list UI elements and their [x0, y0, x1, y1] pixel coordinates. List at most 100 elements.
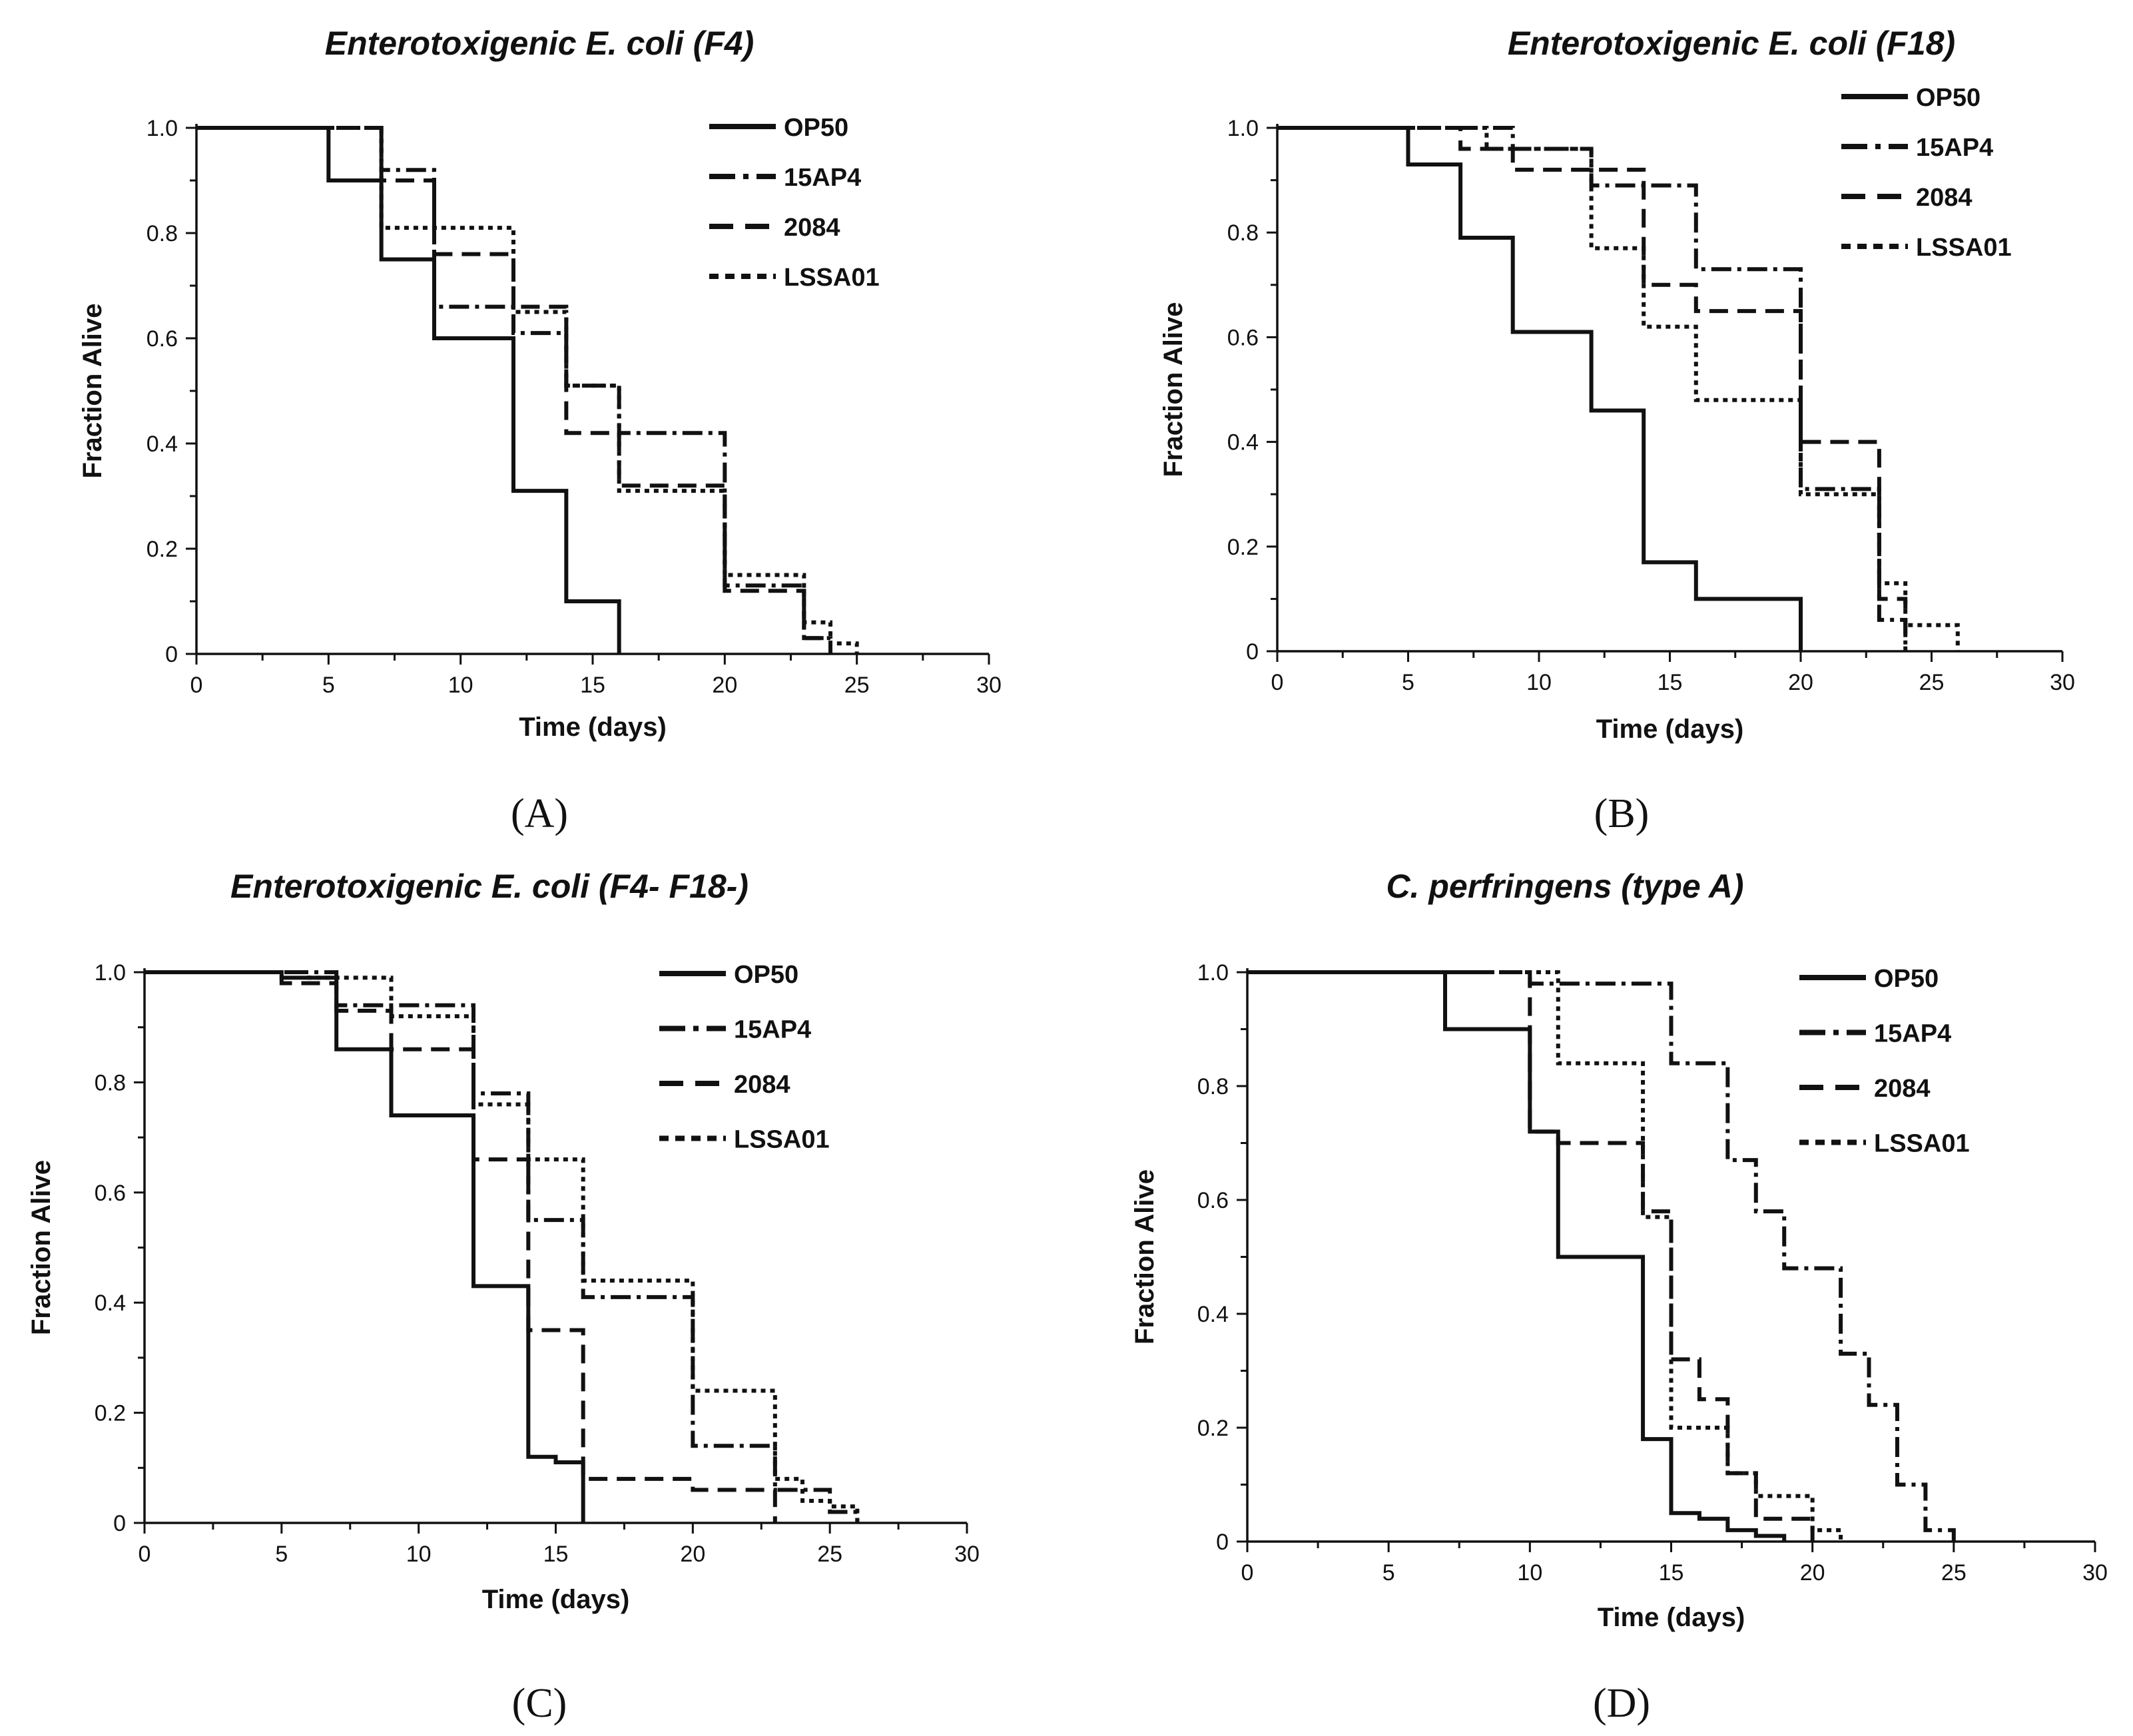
series-line-15ap4	[145, 970, 860, 1523]
legend-label-15ap4: 15AP4	[784, 164, 861, 192]
x-tick-label: 5	[1382, 1560, 1395, 1586]
x-tick-label: 10	[1517, 1560, 1542, 1586]
legend-label-lssa01: LSSA01	[1874, 1130, 1970, 1158]
y-tick-label: 0.6	[1197, 1188, 1229, 1213]
legend-label-op50: OP50	[734, 961, 798, 989]
x-tick-label: 25	[817, 1542, 842, 1567]
series-line-2084	[196, 126, 832, 654]
x-tick-label: 15	[580, 673, 605, 698]
chart-title: Enterotoxigenic E. coli (F4)	[325, 25, 755, 62]
y-tick-label: 0.6	[95, 1181, 126, 1206]
y-tick-label: 0.2	[1197, 1416, 1229, 1441]
x-tick-label: 20	[1800, 1560, 1825, 1586]
x-tick-label: 20	[1788, 670, 1813, 695]
y-tick-label: 0.8	[95, 1070, 126, 1095]
x-axis-label: Time (days)	[482, 1585, 630, 1614]
legend-label-15ap4: 15AP4	[1874, 1020, 1951, 1048]
y-tick-label: 1.0	[1227, 116, 1259, 141]
legend-label-op50: OP50	[1874, 965, 1939, 993]
panel-letter: (C)	[512, 1681, 567, 1726]
legend-label-2084: 2084	[1874, 1075, 1931, 1103]
y-tick-label: 0.4	[1197, 1302, 1229, 1327]
legend-label-2084: 2084	[734, 1071, 790, 1099]
legend: OP50 15AP4 2084 LSSA01	[1799, 965, 1970, 1158]
series-line-lssa01	[196, 126, 859, 654]
y-tick-label: 0.8	[1227, 220, 1259, 246]
x-tick-label: 30	[976, 673, 1002, 698]
x-tick-label: 5	[275, 1542, 288, 1567]
x-tick-label: 30	[2082, 1560, 2108, 1586]
series-line-lssa01	[1277, 126, 1960, 651]
series-line-2084	[145, 970, 777, 1523]
legend-label-15ap4: 15AP4	[734, 1016, 811, 1044]
x-tick-label: 25	[1941, 1560, 1967, 1586]
y-tick-label: 0	[113, 1511, 126, 1536]
panel-letter: (A)	[511, 791, 568, 836]
x-axis-label: Time (days)	[1598, 1603, 1745, 1632]
chart-panel-d: C. perfringens (type A) 0 5 10 15 20 25 30 0 0.2 0…	[1130, 868, 2108, 1726]
panel-letter: (D)	[1593, 1681, 1650, 1726]
x-tick-label: 20	[712, 673, 737, 698]
chart-panel-a: Enterotoxigenic E. coli (F4) 0 5 10 15 20 25 30…	[78, 25, 1002, 836]
x-tick-label: 10	[1526, 670, 1552, 695]
legend-label-lssa01: LSSA01	[784, 264, 880, 292]
chart-title: C. perfringens (type A)	[1386, 868, 1743, 905]
series-line-op50	[1277, 126, 1803, 651]
series-line-op50	[145, 970, 585, 1523]
x-axis-label: Time (days)	[1596, 715, 1744, 744]
x-tick-label: 20	[680, 1542, 705, 1567]
y-tick-label: 0.8	[1197, 1074, 1229, 1099]
x-tick-label: 0	[1271, 670, 1284, 695]
x-tick-label: 30	[954, 1542, 980, 1567]
x-tick-label: 15	[1658, 670, 1683, 695]
x-tick-label: 25	[844, 673, 870, 698]
legend-label-op50: OP50	[1916, 84, 1981, 112]
series-line-op50	[1247, 970, 1787, 1542]
x-tick-label: 0	[190, 673, 203, 698]
chart-panel-c: Enterotoxigenic E. coli (F4- F18-) 0 5 10 15…	[27, 868, 980, 1726]
y-tick-label: 0.6	[1227, 325, 1259, 350]
chart-title: Enterotoxigenic E. coli (F4- F18-)	[230, 868, 749, 905]
x-axis-label: Time (days)	[519, 713, 667, 742]
legend-label-2084: 2084	[1916, 184, 1973, 212]
y-tick-label: 0	[1216, 1530, 1229, 1555]
legend-label-2084: 2084	[784, 214, 840, 242]
y-tick-label: 0	[165, 642, 178, 667]
legend: OP50 15AP4 2084 LSSA01	[1841, 84, 2012, 262]
y-tick-label: 1.0	[95, 960, 126, 986]
y-axis-label: Fraction Alive	[27, 1160, 56, 1335]
y-tick-label: 0.4	[1227, 430, 1259, 455]
series-line-15ap4	[1247, 970, 1956, 1542]
legend: OP50 15AP4 2084 LSSA01	[659, 961, 830, 1154]
chart-panel-b: Enterotoxigenic E. coli (F18) 0 5 10 15 20 25 3…	[1159, 25, 2075, 836]
y-tick-label: 0.2	[1227, 535, 1259, 560]
x-tick-label: 10	[448, 673, 473, 698]
legend-label-lssa01: LSSA01	[1916, 234, 2012, 262]
series-line-lssa01	[145, 970, 860, 1523]
x-tick-label: 15	[543, 1542, 569, 1567]
series-line-2084	[1247, 970, 1815, 1542]
x-tick-label: 5	[322, 673, 335, 698]
x-tick-label: 5	[1402, 670, 1414, 695]
chart-title: Enterotoxigenic E. coli (F18)	[1508, 25, 1955, 62]
x-tick-label: 15	[1659, 1560, 1684, 1586]
panel-letter: (B)	[1594, 791, 1650, 836]
y-tick-label: 0.4	[147, 432, 178, 457]
legend-label-op50: OP50	[784, 114, 848, 142]
y-tick-label: 0.6	[147, 326, 178, 352]
x-tick-label: 10	[406, 1542, 432, 1567]
y-tick-label: 0	[1246, 639, 1259, 665]
y-tick-label: 0.2	[147, 537, 178, 562]
legend-label-lssa01: LSSA01	[734, 1126, 830, 1154]
x-tick-label: 0	[1241, 1560, 1254, 1586]
y-tick-label: 1.0	[147, 116, 178, 141]
y-axis-label: Fraction Alive	[1130, 1169, 1159, 1344]
series-line-op50	[196, 126, 621, 654]
y-axis-label: Fraction Alive	[1159, 302, 1188, 477]
legend: OP50 15AP4 2084 LSSA01	[709, 114, 880, 292]
y-tick-label: 0.2	[95, 1401, 126, 1426]
series-line-lssa01	[1247, 970, 1843, 1542]
legend-label-15ap4: 15AP4	[1916, 134, 1993, 162]
x-tick-label: 30	[2050, 670, 2075, 695]
x-tick-label: 25	[1919, 670, 1945, 695]
